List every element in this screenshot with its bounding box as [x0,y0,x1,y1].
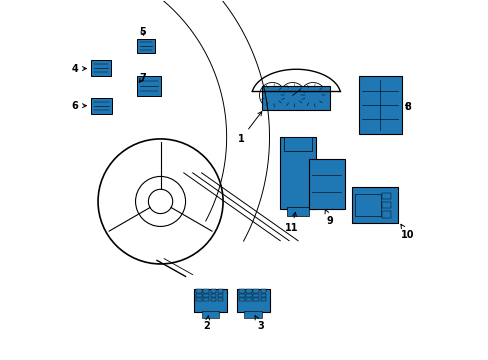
Text: 7: 7 [139,73,146,83]
Bar [246,294,251,297]
Bar [203,289,209,293]
Bar [260,294,266,297]
Bar [137,39,155,53]
Bar [91,60,110,76]
Bar [203,298,209,301]
Bar [137,76,160,96]
Bar [260,298,266,301]
Bar [210,289,216,293]
Bar [217,298,223,301]
Bar [196,294,202,297]
Bar [196,298,202,301]
Bar [358,76,401,134]
Bar [246,298,251,301]
Bar [196,289,202,293]
Text: 9: 9 [325,210,333,226]
Bar [239,298,244,301]
Text: 4: 4 [71,64,86,73]
Bar [253,289,259,293]
Bar [210,298,216,301]
Bar [260,289,266,293]
Text: 6: 6 [71,101,86,111]
Bar [253,294,259,297]
Text: 2: 2 [203,316,210,332]
Bar [203,294,209,297]
Bar [201,311,219,318]
Bar [381,202,390,208]
Bar [217,289,223,293]
Text: 1: 1 [237,112,261,144]
Bar [246,289,251,293]
Bar [239,289,244,293]
Bar [210,294,216,297]
Bar [91,98,112,114]
Bar [287,207,308,216]
Bar [280,137,315,208]
Bar [239,294,244,297]
Bar [351,187,397,223]
Bar [381,193,390,199]
Bar [244,311,262,318]
Bar [283,137,312,152]
Bar [354,194,380,216]
Bar [253,298,259,301]
Bar [217,294,223,297]
Text: 3: 3 [255,316,264,332]
Text: 10: 10 [400,224,414,240]
Bar [261,86,329,111]
Bar [237,289,269,312]
Text: 11: 11 [285,212,298,233]
Bar [308,158,344,208]
Text: 5: 5 [139,27,146,37]
Text: 8: 8 [404,102,411,112]
Bar [381,211,390,217]
Bar [194,289,226,312]
